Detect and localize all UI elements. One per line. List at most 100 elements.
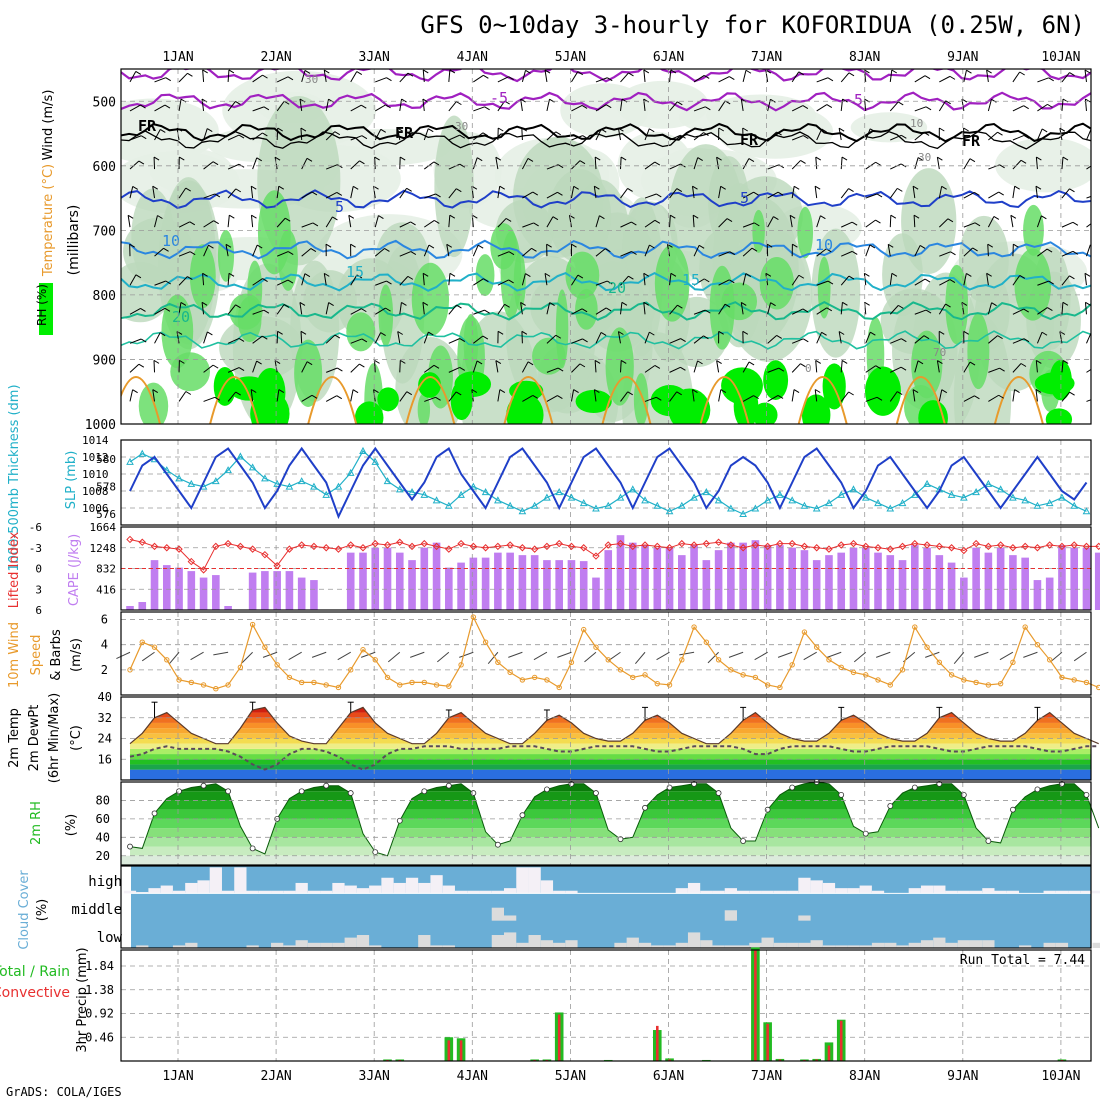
wind-barb <box>557 651 572 658</box>
li-point <box>359 544 367 552</box>
wind-speed-point <box>985 682 992 688</box>
wind-barb <box>252 278 263 286</box>
contour-label: 30 <box>305 73 318 86</box>
wind-barb-flag <box>815 156 822 161</box>
contour-label: 70 <box>933 346 946 359</box>
cloud-bar <box>859 945 872 948</box>
rh-shade-mid <box>434 115 474 258</box>
cape-bar <box>579 561 588 610</box>
wind-barb <box>472 360 478 373</box>
wind-barb-flag <box>993 216 1000 220</box>
wind-barb <box>241 651 253 664</box>
wind-barb <box>644 244 650 257</box>
wind-barb <box>350 274 358 286</box>
wind-barb-flag <box>900 163 907 168</box>
wind-barb-flag <box>803 135 809 139</box>
wind-barb-flag <box>1069 188 1075 193</box>
rh-shade-green <box>967 312 990 390</box>
cape-bar <box>1082 547 1091 610</box>
wind-barb <box>1086 223 1091 228</box>
cloud-bar <box>516 867 529 894</box>
cloud-bar <box>724 910 737 921</box>
wind-barb <box>521 70 526 83</box>
wind-barb <box>546 302 551 315</box>
wind-speed-point <box>875 677 881 683</box>
li-point <box>1070 541 1078 549</box>
wind-barb <box>1037 77 1049 83</box>
rh-shade-green <box>217 230 235 282</box>
rh-band <box>130 846 1091 856</box>
wind-barb <box>707 651 719 664</box>
cape-bar <box>800 550 809 610</box>
thickness-point <box>628 485 637 493</box>
wind-barb-flag <box>262 74 268 79</box>
wind-barb-flag <box>776 131 782 136</box>
wind-barb <box>620 391 629 402</box>
wind-barb-flag <box>557 367 564 372</box>
wind-barb <box>986 69 989 82</box>
rh-shade-green <box>565 251 600 299</box>
wind-barb-flag <box>841 156 848 161</box>
cape-tick: 416 <box>96 583 116 596</box>
wind-barb-flag <box>924 278 931 283</box>
wind-barb <box>326 164 338 170</box>
wind-barb <box>1086 368 1091 373</box>
wind-barb <box>963 158 971 170</box>
temperature-band <box>130 769 1091 780</box>
cape-bar <box>383 547 392 610</box>
wind-barb-flag <box>323 69 330 74</box>
wind-barb-flag <box>1048 280 1054 285</box>
wind-barb-flag <box>1062 359 1069 364</box>
wind-barb-flag <box>777 191 784 196</box>
wind-barb-flag <box>189 221 196 226</box>
wind-barb <box>889 391 898 402</box>
wind-barb <box>473 106 485 112</box>
wind-speed-point <box>630 674 636 681</box>
wind-speed-point <box>1083 679 1090 686</box>
wind-speed-point <box>728 667 734 673</box>
cape-bar <box>138 602 147 610</box>
wind-barb-flag <box>212 364 219 369</box>
cape-axis-label: CAPE (J/kg) <box>67 534 82 606</box>
cloud-bar <box>528 867 541 894</box>
wind-barb <box>939 279 951 286</box>
cape-bar <box>162 565 171 610</box>
wind-barb <box>595 248 606 257</box>
bottom-day-tick: 4JAN <box>457 1069 488 1084</box>
wind-barb <box>495 360 499 373</box>
wind-barb-flag <box>972 247 978 252</box>
rh-point <box>519 812 526 819</box>
cape-bar <box>984 552 993 610</box>
wind-barb <box>595 77 608 83</box>
cape-bar <box>1033 580 1042 610</box>
rh-shade-bright <box>801 394 831 424</box>
wind-barb-flag <box>361 308 367 313</box>
wind-barb-flag <box>471 389 478 393</box>
wind-barb <box>974 651 989 658</box>
wind-barb <box>374 104 386 112</box>
wind-barb-flag <box>310 248 317 252</box>
wind-barb-flag <box>386 77 392 82</box>
wind-barb <box>1037 248 1048 257</box>
li-point <box>555 539 563 548</box>
contour-label: 10 <box>162 232 180 250</box>
li-point <box>898 542 907 551</box>
rh-shade-light <box>678 99 780 135</box>
wind-barb <box>252 360 258 373</box>
li-point <box>1009 544 1017 552</box>
wind-barb-flag <box>742 330 749 335</box>
wind-speed-point <box>899 667 906 673</box>
cloud-bar <box>356 888 370 894</box>
li-point <box>629 542 637 551</box>
wind-barb-flag <box>600 332 607 336</box>
boundary-layer-contour <box>209 376 260 424</box>
bottom-day-tick: 8JAN <box>849 1069 880 1084</box>
contour-label: 0 <box>805 362 812 375</box>
wind-barb-flag <box>546 243 552 248</box>
wind-barb-flag <box>1069 391 1075 396</box>
wind-barb <box>323 273 327 286</box>
wind-barb-flag <box>605 104 612 109</box>
cloud-bar <box>221 890 235 894</box>
wind-barb-flag <box>212 161 219 166</box>
wind-barb <box>593 186 597 199</box>
